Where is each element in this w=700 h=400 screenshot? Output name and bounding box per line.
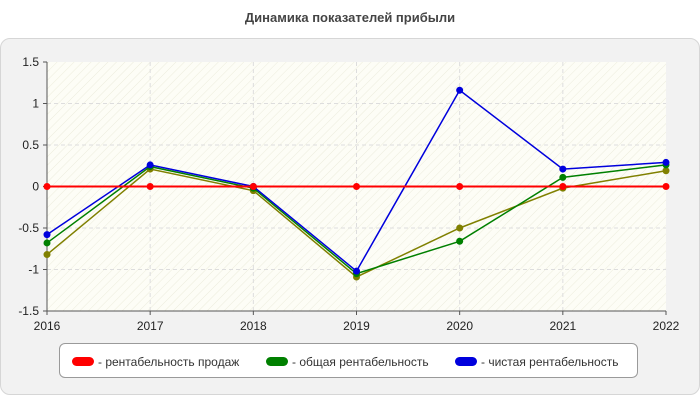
legend-label-total: - общая рентабельность (292, 354, 429, 369)
series-point-0 (662, 183, 670, 190)
legend-item-sales: - рентабельность продаж (72, 344, 239, 379)
y-tick-label: -1 (28, 263, 39, 277)
legend: - рентабельность продаж - общая рентабел… (59, 343, 638, 378)
series-point-0 (559, 183, 567, 190)
legend-label-net: - чистая рентабельность (481, 354, 619, 369)
series-point-0 (456, 183, 464, 190)
series-point-3 (43, 251, 51, 259)
x-tick-label: 2022 (653, 319, 680, 333)
series-point-0 (249, 183, 257, 190)
series-point-0 (43, 183, 51, 190)
series-point-2 (353, 267, 360, 275)
y-tick-label: 0 (32, 180, 39, 194)
y-tick-label: 1 (32, 97, 39, 111)
chart-title: Динамика показателей прибыли (244, 10, 456, 25)
x-tick-label: 2018 (240, 319, 267, 333)
x-tick-label: 2017 (137, 319, 164, 333)
x-tick-label: 2019 (343, 319, 370, 333)
legend-swatch-sales (72, 357, 94, 366)
series-point-2 (456, 86, 464, 94)
x-tick-label: 2020 (446, 319, 473, 333)
series-point-2 (559, 165, 567, 173)
legend-swatch-total (266, 357, 288, 366)
legend-swatch-net (455, 357, 477, 366)
series-point-0 (146, 183, 154, 190)
series-point-0 (353, 183, 360, 190)
legend-label-sales: - рентабельность продаж (98, 354, 240, 369)
x-tick-label: 2016 (34, 319, 61, 333)
series-point-1 (559, 173, 567, 181)
series-point-1 (456, 237, 464, 245)
series-point-3 (662, 167, 670, 175)
series-point-1 (43, 239, 51, 247)
legend-item-total: - общая рентабельность (266, 344, 429, 379)
y-tick-label: -1.5 (18, 304, 39, 318)
y-tick-label: 0.5 (22, 138, 39, 152)
series-point-3 (456, 224, 464, 232)
series-point-2 (43, 231, 51, 239)
series-point-2 (662, 158, 670, 166)
legend-item-net: - чистая рентабельность (455, 344, 618, 379)
y-tick-label: 1.5 (22, 55, 39, 69)
series-point-2 (146, 161, 154, 169)
x-tick-label: 2021 (549, 319, 576, 333)
y-tick-label: -0.5 (18, 221, 39, 235)
